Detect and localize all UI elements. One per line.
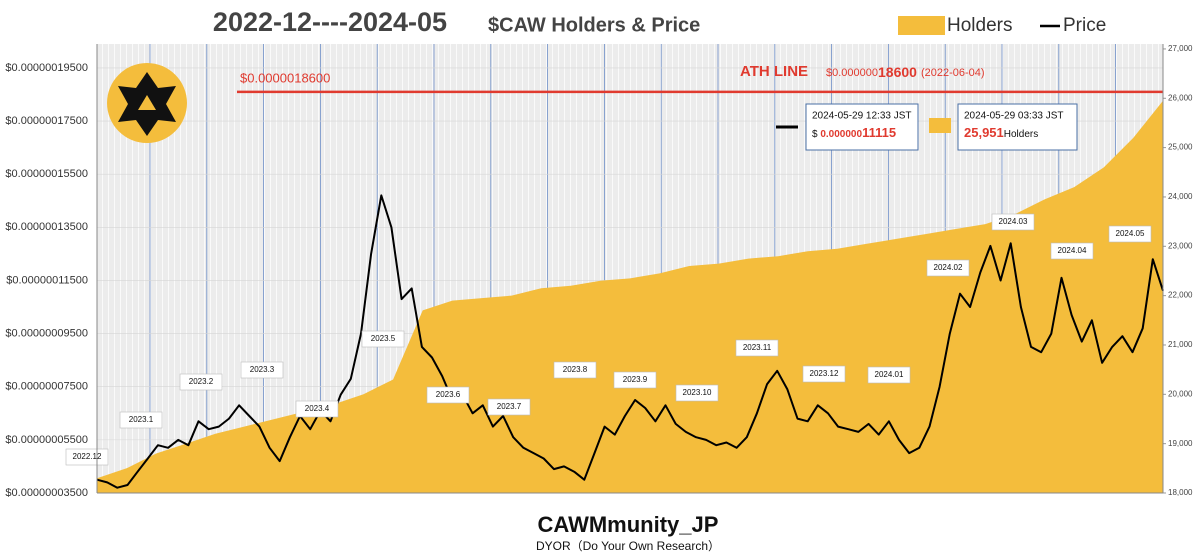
y2-tick-label: 24,000 <box>1168 192 1193 201</box>
annotation-box <box>426 386 470 404</box>
annotation: 2023.1 <box>129 415 154 424</box>
annotation-box <box>295 400 339 418</box>
annotation-box <box>675 384 719 402</box>
box-unit: Holders <box>1004 129 1038 140</box>
logo <box>107 63 187 143</box>
annotation: 2023.6 <box>436 390 461 399</box>
annotation: 2023.4 <box>305 404 330 413</box>
ath-digits: 18600 <box>878 64 917 80</box>
box-value: 25,951Holders <box>964 125 1038 140</box>
annotation-box <box>735 339 779 357</box>
annotation: 2023.8 <box>563 365 588 374</box>
footnote: DYOR（Do Your Own Research） <box>536 539 720 553</box>
y2-tick-label: 26,000 <box>1168 93 1193 102</box>
y2-tick-label: 18,000 <box>1168 488 1193 497</box>
y2-tick-label: 19,000 <box>1168 439 1193 448</box>
ath-title: ATH LINE <box>740 63 808 80</box>
annotation-box <box>361 330 405 348</box>
y-tick-label: $0.00000009500 <box>5 327 88 339</box>
annotation-box <box>802 365 846 383</box>
annotation-box <box>1050 242 1094 260</box>
box-currency: $ <box>812 129 820 140</box>
annotation-box <box>240 361 284 379</box>
annotation: 2023.9 <box>623 375 648 384</box>
y-tick-label: $0.00000003500 <box>5 487 88 499</box>
box-digits: 11115 <box>862 125 896 140</box>
y-tick-label: $0.00000007500 <box>5 381 88 393</box>
box-value: $ 0.00000011115 <box>812 125 896 140</box>
box-count: 25,951 <box>964 125 1004 140</box>
y-tick-label: $0.00000011500 <box>6 274 88 286</box>
annotation: 2023.3 <box>250 365 275 374</box>
price-line <box>96 194 1164 489</box>
annotation-box <box>991 213 1035 231</box>
annotation-box <box>553 361 597 379</box>
annotation: 2023.12 <box>810 369 839 378</box>
y2-tick-label: 23,000 <box>1168 241 1193 250</box>
box-prefix: 0.000000 <box>820 129 862 140</box>
footer: CAWMmunity_JP <box>538 512 719 537</box>
y-tick-label: $0.00000015500 <box>5 168 88 180</box>
y2-tick-label: 22,000 <box>1168 291 1193 300</box>
y2-tick-label: 21,000 <box>1168 340 1193 349</box>
annotation-box <box>613 371 657 389</box>
box-time: 2024-05-29 12:33 JST <box>812 111 912 122</box>
annotation: 2024.03 <box>999 217 1028 226</box>
ath-date: (2022-06-04) <box>921 67 985 79</box>
y-tick-label: $0.00000005500 <box>5 434 88 446</box>
holders-area <box>97 100 1163 493</box>
box-swatch <box>929 118 951 133</box>
legend-label: Holders <box>947 15 1012 36</box>
annotation: 2024.05 <box>1116 229 1145 238</box>
annotation: 2023.2 <box>189 377 214 386</box>
annotation-box <box>179 373 223 391</box>
legend-label: Price <box>1063 15 1106 36</box>
annotation-box <box>1108 225 1152 243</box>
annotation: 2024.04 <box>1058 246 1087 255</box>
annotation: 2024.01 <box>875 370 904 379</box>
annotation: 2023.7 <box>497 402 522 411</box>
y2-tick-label: 20,000 <box>1168 389 1193 398</box>
annotation-box <box>926 259 970 277</box>
y-tick-label: $0.00000017500 <box>5 115 88 127</box>
y2-tick-label: 27,000 <box>1168 44 1193 53</box>
price-box <box>805 103 919 151</box>
y2-tick-label: 25,000 <box>1168 143 1193 152</box>
annotation-box <box>119 411 163 429</box>
box-time: 2024-05-29 03:33 JST <box>964 111 1064 122</box>
annotation: 2023.5 <box>371 334 396 343</box>
annotation-box <box>487 398 531 416</box>
ath-prefix: $0.00000018600 (2022-06-04) <box>826 64 985 80</box>
y-tick-label: $0.00000019500 <box>5 62 88 74</box>
ath-prefix: $0.000000 <box>826 67 878 79</box>
annotation-box <box>867 366 911 384</box>
annotation: 2023.10 <box>683 388 712 397</box>
ath-label: $0.0000018600 <box>240 70 330 85</box>
y-tick-label: $0.00000013500 <box>5 221 88 233</box>
annotation: 2024.02 <box>934 263 963 272</box>
chart-subtitle: $CAW Holders & Price <box>488 14 700 36</box>
legend-swatch <box>898 16 945 35</box>
chart-title: 2022-12----2024-05 <box>213 7 447 37</box>
holders-box <box>957 103 1078 151</box>
annotation: 2023.11 <box>743 343 772 352</box>
annotation: 2022.12 <box>73 452 102 461</box>
